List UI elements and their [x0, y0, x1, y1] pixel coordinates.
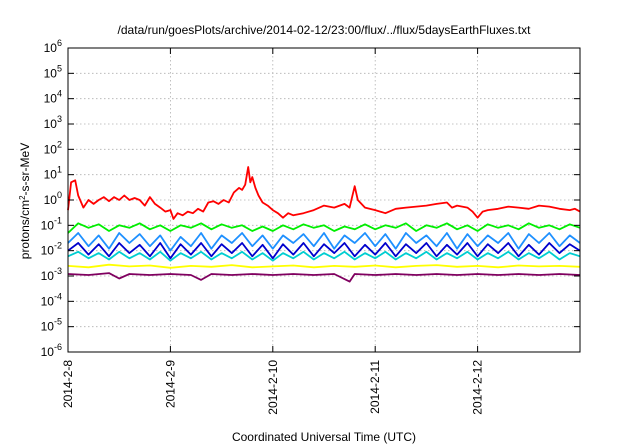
series-line [67, 222, 581, 234]
x-tick-label: 2014-2-10 [266, 360, 280, 415]
x-tick-label: 2014-2-11 [368, 360, 382, 414]
y-tick-label: 101 [44, 165, 62, 182]
series-line [67, 272, 581, 283]
y-axis-label-sup: 2 [18, 195, 27, 200]
y-tick-label: 10-5 [41, 317, 62, 334]
y-tick-label: 10-1 [41, 215, 62, 232]
y-tick-label: 106 [44, 38, 62, 55]
x-axis-label: Coordinated Universal Time (UTC) [232, 430, 416, 444]
series-line [67, 250, 581, 262]
y-tick-label: 102 [44, 139, 62, 156]
series-line [67, 232, 581, 252]
grid-lines [68, 48, 580, 352]
y-tick-label: 100 [44, 190, 62, 207]
x-tick-label: 2014-2-12 [471, 360, 485, 415]
series-line [67, 166, 581, 220]
y-tick-label: 10-3 [41, 266, 62, 283]
x-tick-label: 2014-2-9 [163, 360, 177, 408]
x-tick-label: 2014-2-8 [61, 360, 75, 408]
y-axis-label: protons/cm2-s-sr-MeV [18, 143, 33, 259]
y-tick-label: 105 [44, 63, 62, 80]
y-tick-label: 10-2 [41, 241, 62, 258]
y-tick-label: 10-6 [41, 342, 62, 359]
series-line [67, 242, 581, 260]
y-tick-label: 103 [44, 114, 62, 131]
x-axis-ticks: 2014-2-8 2014-2-9 2014-2-10 2014-2-11 2014-2… [61, 48, 485, 415]
y-axis-ticks: 10-6 10-5 10-4 10-3 10-2 10-1 100 101 102 103 104 1… [41, 38, 580, 359]
series-group [67, 166, 581, 283]
y-tick-label: 10-4 [41, 291, 62, 308]
y-axis-label-main: protons/cm [18, 200, 32, 259]
y-axis-label-rest: -s-sr-MeV [18, 143, 32, 196]
chart-title: /data/run/goesPlots/archive/2014-02-12/2… [118, 23, 532, 37]
series-line [67, 263, 581, 269]
y-tick-label: 104 [44, 89, 62, 106]
